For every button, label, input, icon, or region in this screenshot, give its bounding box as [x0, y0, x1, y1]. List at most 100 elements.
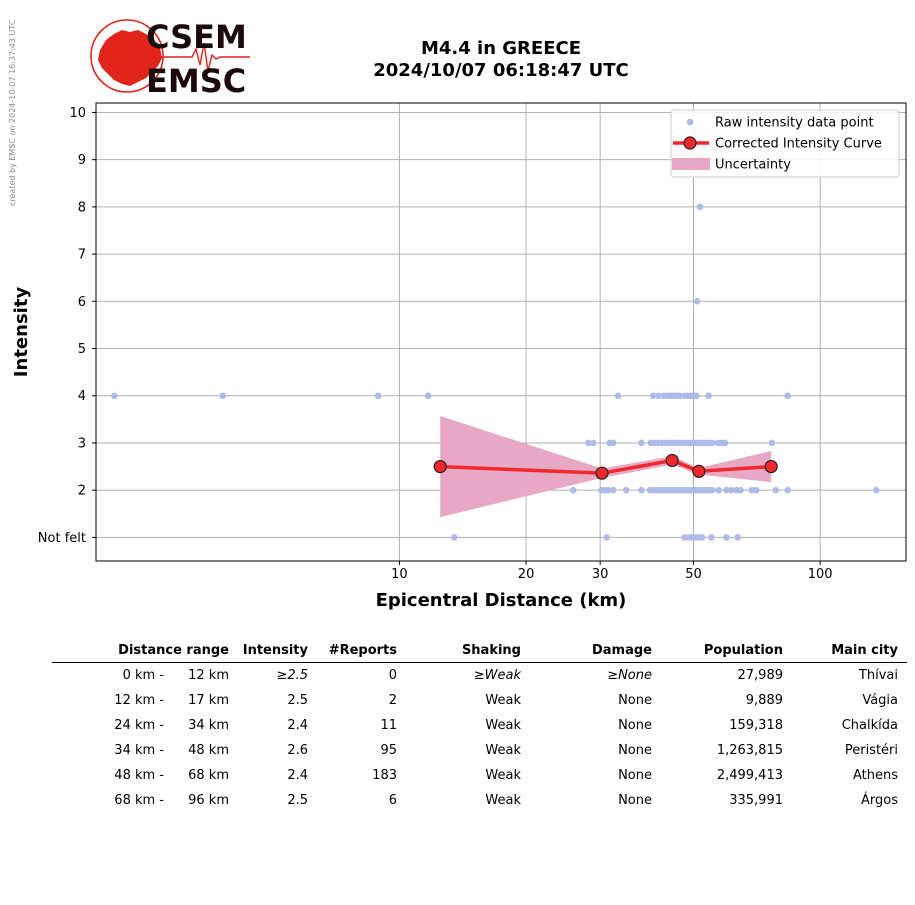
- table-row: 34 km - 48 km 2.6 95 Weak None 1,263,815…: [52, 738, 907, 763]
- cell-distance-from: 24 km -: [114, 718, 164, 733]
- corrected-curve-point: [433, 459, 447, 474]
- emsc-logo: CSEM EMSC: [90, 18, 250, 98]
- col-main-city: Main city: [792, 641, 907, 663]
- raw-data-point: [676, 392, 684, 400]
- cell-shaking: Weak: [485, 768, 521, 783]
- raw-data-point: [693, 392, 700, 400]
- logo-bottom-text: EMSC: [146, 62, 246, 98]
- raw-data-point: [609, 439, 617, 447]
- cell-distance-to: 48 km: [188, 743, 229, 758]
- raw-data-point: [723, 486, 730, 494]
- corrected-curve-point: [665, 453, 679, 468]
- cell-shaking: ≥Weak: [473, 668, 521, 683]
- cell-reports: 95: [380, 743, 397, 758]
- cell-distance-to: 96 km: [188, 793, 229, 808]
- table-row: 12 km - 17 km 2.5 2 Weak None 9,889 Vági…: [52, 688, 907, 713]
- raw-data-point: [219, 392, 226, 400]
- cell-shaking: Weak: [485, 693, 521, 708]
- raw-data-point: [424, 392, 432, 400]
- cell-distance-to: 12 km: [188, 668, 229, 683]
- x-tick-label: 10: [391, 567, 408, 582]
- raw-data-point: [649, 392, 657, 400]
- raw-data-point: [614, 392, 622, 400]
- raw-data-point: [708, 486, 716, 494]
- logo-wave-icon: [148, 42, 250, 72]
- cell-population: 27,989: [737, 668, 784, 683]
- y-tick-label: 9: [78, 153, 86, 168]
- cell-distance-to: 68 km: [188, 768, 229, 783]
- y-tick-label: 8: [78, 200, 86, 215]
- y-axis-label: Intensity: [11, 287, 32, 378]
- plot-frame: [95, 102, 907, 562]
- legend-label-raw: Raw intensity data point: [715, 116, 874, 131]
- col-damage: Damage: [530, 641, 661, 663]
- intensity-summary-table: Distance range Intensity #Reports Shakin…: [52, 641, 907, 813]
- raw-data-point: [728, 486, 735, 494]
- cell-distance-from: 0 km -: [122, 668, 164, 683]
- raw-data-point: [784, 486, 791, 494]
- cell-intensity: 2.6: [287, 743, 308, 758]
- table-header-row: Distance range Intensity #Reports Shakin…: [52, 641, 907, 663]
- x-tick-label: 100: [808, 567, 833, 582]
- cell-population: 1,263,815: [716, 743, 783, 758]
- raw-data-point: [734, 534, 742, 541]
- cell-distance-to: 34 km: [188, 718, 229, 733]
- raw-data-point: [737, 486, 744, 494]
- table-row: 0 km - 12 km ≥2.5 0 ≥Weak ≥None 27,989 T…: [52, 663, 907, 689]
- cell-shaking: Weak: [485, 718, 521, 733]
- raw-data-point: [681, 534, 688, 541]
- raw-data-point: [603, 534, 611, 541]
- raw-data-point: [708, 439, 716, 447]
- corrected-curve-point: [595, 466, 609, 480]
- cell-distance-from: 68 km -: [114, 793, 164, 808]
- intensity-chart: 10 20 30 50 100 Not felt 2 3 4 5 6 7 8 9 10 Epicentral …: [11, 102, 907, 611]
- cell-main-city: Athens: [852, 768, 898, 783]
- cell-intensity: 2.4: [287, 718, 308, 733]
- cell-main-city: Árgos: [861, 793, 898, 808]
- title-line-1: M4.4 in GREECE: [420, 38, 582, 59]
- cell-population: 335,991: [729, 793, 783, 808]
- cell-main-city: Vágia: [862, 693, 898, 708]
- raw-data-point: [638, 486, 645, 494]
- raw-data-point: [110, 392, 118, 400]
- raw-data-point: [584, 439, 592, 447]
- legend-band-swatch: [672, 158, 710, 170]
- col-intensity: Intensity: [238, 641, 317, 663]
- logo-top-text: CSEM: [146, 18, 247, 56]
- raw-data-point: [590, 439, 597, 447]
- title-line-2: 2024/10/07 06:18:47 UTC: [373, 60, 629, 81]
- legend-curve-marker: [683, 136, 697, 150]
- legend-label-band: Uncertainty: [715, 158, 791, 173]
- y-tick-label: 3: [78, 436, 86, 451]
- raw-data-point: [570, 486, 577, 494]
- cell-main-city: Thívai: [858, 668, 898, 683]
- raw-data-point: [768, 439, 776, 447]
- cell-distance-from: 12 km -: [114, 693, 164, 708]
- raw-data-point: [721, 439, 729, 447]
- cell-shaking: Weak: [485, 743, 521, 758]
- cell-damage: None: [618, 793, 652, 808]
- cell-distance-from: 48 km -: [114, 768, 164, 783]
- raw-data-point: [609, 486, 617, 494]
- raw-data-point: [696, 203, 704, 211]
- x-axis-label: Epicentral Distance (km): [376, 590, 627, 611]
- corrected-curve-point: [692, 464, 706, 478]
- cell-distance-from: 34 km -: [114, 743, 164, 758]
- raw-data-point: [698, 534, 706, 541]
- y-tick-label: Not felt: [38, 531, 86, 546]
- chart-title: M4.4 in GREECE 2024/10/07 06:18:47 UTC: [320, 38, 682, 82]
- col-distance-range: Distance range: [52, 641, 238, 663]
- cell-reports: 0: [388, 668, 397, 683]
- raw-data-point: [450, 534, 458, 541]
- y-tick-label: 10: [69, 106, 86, 121]
- col-reports: #Reports: [317, 641, 406, 663]
- x-tick-label: 50: [685, 567, 702, 582]
- table-row: 24 km - 34 km 2.4 11 Weak None 159,318 C…: [52, 713, 907, 738]
- x-tick-label: 30: [592, 567, 609, 582]
- cell-population: 9,889: [745, 693, 783, 708]
- cell-intensity: ≥2.5: [276, 668, 308, 683]
- cell-damage: None: [618, 768, 652, 783]
- cell-population: 159,318: [729, 718, 783, 733]
- col-population: Population: [661, 641, 792, 663]
